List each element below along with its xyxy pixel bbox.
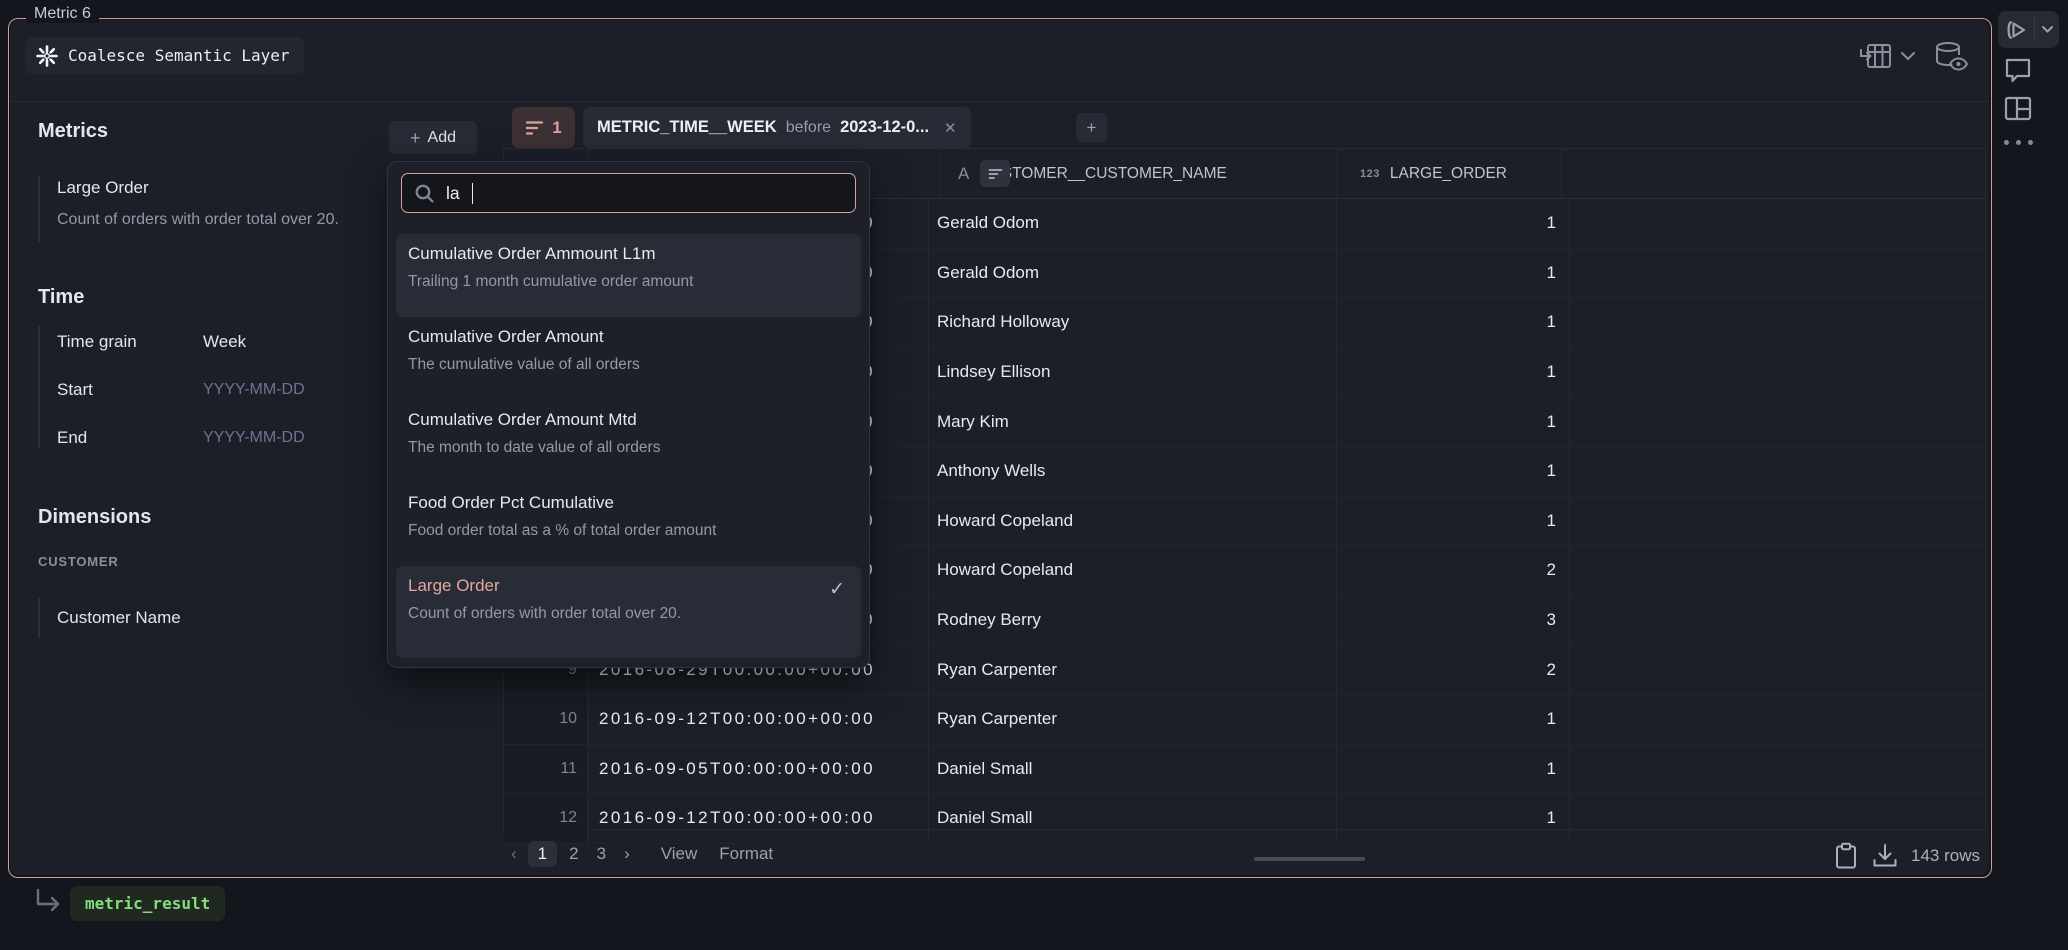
run-icon: [2007, 20, 2026, 39]
page-button-3[interactable]: 3: [596, 844, 607, 863]
copy-clipboard-icon[interactable]: [1833, 842, 1859, 870]
return-arrow-icon: [36, 888, 60, 912]
format-tab[interactable]: Format: [719, 844, 774, 863]
start-label: Start: [57, 380, 93, 399]
search-value: la: [446, 182, 460, 203]
dropdown-item[interactable]: Cumulative Order Ammount L1m Trailing 1 …: [396, 234, 861, 317]
filter-field: METRIC_TIME__WEEK: [597, 118, 777, 136]
table-row[interactable]: 11 2016-09-05T00:00:00+00:00 Daniel Smal…: [504, 744, 1985, 795]
run-button[interactable]: [1998, 20, 2034, 40]
prev-page-button[interactable]: ‹: [511, 844, 517, 863]
metric-name[interactable]: Large Order: [57, 178, 149, 197]
dot-icon: [2016, 140, 2021, 145]
chevron-down-icon: [2041, 26, 2053, 33]
end-label: End: [57, 428, 88, 447]
string-type-icon: A: [958, 163, 970, 183]
pagination-bar: ‹ 1 2 3 › View Format: [503, 831, 1986, 877]
table-row[interactable]: 12 2016-09-12T00:00:00+00:00 Daniel Smal…: [504, 794, 1985, 844]
dot-icon: [2028, 140, 2033, 145]
metrics-heading: Metrics: [38, 120, 109, 142]
time-grain-select[interactable]: Week: [203, 332, 247, 351]
header-divider: [10, 101, 1989, 102]
dimension-indent-guide: [38, 598, 40, 638]
date-column-header: [588, 149, 1010, 198]
more-options-button[interactable]: [2004, 140, 2033, 145]
table-footer-tools: 143 rows: [1795, 840, 1980, 872]
dot-icon: [2004, 140, 2009, 145]
comment-icon[interactable]: [2003, 57, 2033, 84]
dimensions-heading: Dimensions: [38, 506, 152, 528]
download-icon[interactable]: [1871, 842, 1899, 870]
result-variable-badge[interactable]: metric_result: [70, 886, 226, 921]
plus-icon: +: [410, 127, 421, 148]
insert-table-icon[interactable]: [1858, 42, 1894, 70]
column-filter-button[interactable]: [980, 160, 1010, 187]
next-page-button[interactable]: ›: [624, 844, 630, 863]
dropdown-item[interactable]: Cumulative Order Amount Mtd The month to…: [408, 410, 661, 456]
coalesce-logo-icon: [36, 44, 58, 67]
metric-indent-guide: [38, 176, 40, 242]
add-metric-button[interactable]: + Add: [389, 121, 477, 154]
time-heading: Time: [38, 286, 85, 308]
dropdown-item-selected[interactable]: Large Order Count of orders with order t…: [396, 566, 861, 658]
dimension-group-label: CUSTOMER: [38, 554, 119, 569]
row-count: 143 rows: [1911, 846, 1980, 865]
search-input[interactable]: la: [401, 173, 856, 213]
table-row[interactable]: 10 2016-09-12T00:00:00+00:00 Ryan Carpen…: [504, 694, 1985, 745]
metric-description: Count of orders with order total over 20…: [57, 211, 339, 228]
time-indent-guide: [38, 326, 40, 448]
preview-database-icon[interactable]: [1932, 40, 1970, 72]
horizontal-scrollbar[interactable]: [1254, 857, 1365, 861]
start-date-input[interactable]: YYYY-MM-DD: [203, 381, 305, 398]
view-tab[interactable]: View: [660, 844, 698, 863]
filter-lines-icon: [526, 120, 544, 135]
source-pill[interactable]: Coalesce Semantic Layer: [25, 37, 304, 74]
cell-title[interactable]: Metric 6: [26, 5, 99, 23]
end-date-input[interactable]: YYYY-MM-DD: [203, 429, 305, 446]
add-filter-button[interactable]: +: [1076, 113, 1107, 142]
text-caret: [471, 182, 474, 204]
remove-filter-icon[interactable]: ✕: [944, 119, 957, 137]
layout-icon[interactable]: [2003, 95, 2033, 122]
dropdown-item[interactable]: Food Order Pct Cumulative Food order tot…: [408, 493, 717, 539]
table-header-row: A CUSTOMER__CUSTOMER_NAME 123 LARGE_ORDE…: [504, 149, 1985, 199]
dropdown-item[interactable]: Cumulative Order Amount The cumulative v…: [408, 327, 640, 373]
dimension-item[interactable]: Customer Name: [57, 608, 181, 627]
number-type-icon: 123: [1360, 167, 1380, 180]
run-options-button[interactable]: [2035, 25, 2059, 34]
chevron-down-icon[interactable]: [1899, 50, 1917, 62]
value-column-header[interactable]: 123 LARGE_ORDER: [1338, 149, 1562, 198]
filter-operator: before: [785, 118, 832, 136]
page-button-1[interactable]: 1: [527, 841, 558, 867]
customer-column-header[interactable]: A CUSTOMER__CUSTOMER_NAME: [940, 149, 1338, 198]
filter-value: 2023-12-0...: [840, 118, 930, 136]
page-button-2[interactable]: 2: [569, 844, 579, 863]
filter-lines-icon: [988, 168, 1002, 179]
empty-column-header: [1562, 149, 1985, 198]
filter-chip[interactable]: METRIC_TIME__WEEK before 2023-12-0... ✕: [583, 107, 971, 148]
time-grain-label: Time grain: [57, 332, 137, 351]
metric-search-dropdown: la Cumulative Order Ammount L1m Trailing…: [387, 161, 870, 668]
source-name: Coalesce Semantic Layer: [68, 46, 290, 65]
divider: [2034, 17, 2035, 42]
run-button-group: [1998, 11, 2059, 48]
filter-count-badge[interactable]: 1: [512, 107, 575, 148]
search-icon: [415, 184, 434, 202]
check-icon: ✓: [829, 579, 845, 600]
